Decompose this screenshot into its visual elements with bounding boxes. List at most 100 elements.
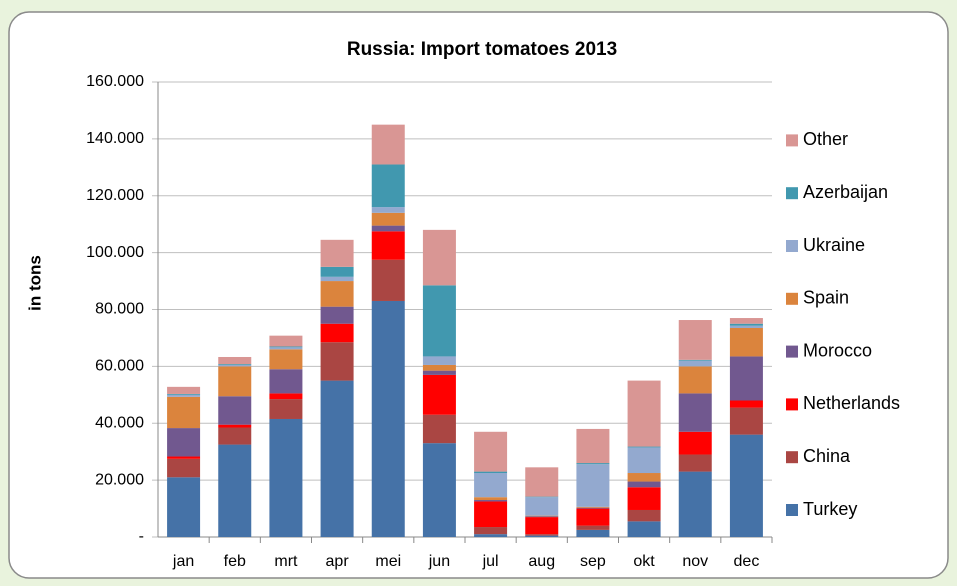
- x-tick-label: aug: [528, 553, 555, 570]
- bar-segment: [422, 356, 456, 365]
- x-tick-label: sep: [580, 553, 606, 570]
- bar-segment: [525, 534, 559, 536]
- y-tick-label: 20.000: [95, 471, 144, 488]
- bar-segment: [371, 225, 405, 232]
- bar-segment: [422, 364, 456, 371]
- bar-segment: [729, 327, 763, 357]
- bar-segment: [320, 380, 354, 537]
- legend-swatch: [786, 345, 798, 358]
- bar-segment: [167, 386, 201, 394]
- bar-segment: [729, 407, 763, 435]
- bar-segment: [422, 414, 456, 444]
- bar-segment: [371, 300, 405, 537]
- y-tick-label: 60.000: [95, 358, 144, 375]
- bar-segment: [474, 501, 508, 528]
- y-tick-label: 140.000: [86, 130, 144, 147]
- bar-segment: [474, 431, 508, 472]
- legend-label: Netherlands: [803, 393, 900, 413]
- bar-segment: [627, 487, 661, 510]
- x-tick-label: jun: [428, 553, 450, 570]
- legend-swatch: [786, 451, 798, 464]
- bar-segment: [269, 347, 303, 350]
- bar-segment: [371, 212, 405, 226]
- bar-segment: [678, 360, 712, 367]
- bar-segment: [320, 342, 354, 381]
- bar-segment: [678, 431, 712, 455]
- x-tick-label: nov: [682, 553, 708, 570]
- bar-segment: [678, 471, 712, 537]
- bar-segment: [525, 496, 559, 498]
- bar-segment: [269, 346, 303, 348]
- bar-segment: [627, 446, 661, 448]
- legend-swatch: [786, 240, 798, 252]
- bar-segment: [576, 464, 610, 507]
- bar-segment: [729, 356, 763, 401]
- bar-segment: [729, 323, 763, 326]
- legend-label: China: [803, 446, 851, 466]
- bar-segment: [218, 424, 252, 428]
- bar-segment: [627, 509, 661, 522]
- bar-segment: [627, 380, 661, 447]
- bar-segment: [320, 306, 354, 324]
- bar-segment: [678, 359, 712, 361]
- bar-segment: [729, 318, 763, 324]
- legend-label: Turkey: [803, 499, 857, 519]
- bar-segment: [269, 393, 303, 400]
- bar-segment: [167, 393, 201, 395]
- x-tick-label: jan: [172, 553, 194, 570]
- bar-segment: [729, 434, 763, 537]
- bar-segment: [422, 443, 456, 537]
- bar-segment: [474, 534, 508, 537]
- legend-swatch: [786, 398, 798, 411]
- bar-segment: [371, 124, 405, 165]
- bar-segment: [371, 259, 405, 301]
- bar-segment: [525, 535, 559, 537]
- bar-segment: [320, 239, 354, 267]
- x-tick-label: jul: [482, 553, 499, 570]
- bar-segment: [576, 463, 610, 465]
- bar-segment: [678, 454, 712, 472]
- x-tick-label: apr: [326, 553, 350, 570]
- bar-segment: [218, 364, 252, 365]
- bar-segment: [320, 276, 354, 282]
- x-tick-label: okt: [633, 553, 655, 570]
- bar-segment: [576, 508, 610, 526]
- bar-segment: [371, 231, 405, 260]
- bar-segment: [269, 399, 303, 419]
- bar-segment: [320, 323, 354, 343]
- bar-segment: [474, 497, 508, 501]
- legend-label: Morocco: [803, 340, 872, 360]
- x-tick-label: mei: [375, 553, 401, 570]
- bar-segment: [269, 335, 303, 347]
- legend-swatch: [786, 292, 798, 305]
- legend-label: Ukraine: [803, 235, 865, 255]
- bar-segment: [525, 497, 559, 516]
- y-tick-label: 160.000: [86, 73, 144, 90]
- bar-segment: [167, 428, 201, 457]
- chart-title: Russia: Import tomatoes 2013: [347, 39, 617, 60]
- y-tick-label: 80.000: [95, 301, 144, 318]
- bar-segment: [576, 529, 610, 537]
- bar-segment: [167, 458, 201, 478]
- bar-segment: [525, 517, 559, 535]
- legend-label: Azerbaijan: [803, 182, 888, 202]
- bar-segment: [422, 370, 456, 375]
- bar-segment: [627, 447, 661, 474]
- bar-segment: [576, 525, 610, 530]
- bar-segment: [269, 369, 303, 394]
- x-tick-label: feb: [224, 553, 246, 570]
- y-tick-label: -: [139, 528, 144, 545]
- bar-segment: [474, 471, 508, 474]
- bar-segment: [474, 473, 508, 498]
- bar-segment: [678, 320, 712, 360]
- bar-segment: [218, 356, 252, 365]
- bar-segment: [218, 444, 252, 537]
- legend-label: Spain: [803, 288, 849, 308]
- bar-segment: [729, 400, 763, 408]
- y-tick-label: 120.000: [86, 187, 144, 204]
- bar-segment: [678, 366, 712, 394]
- bar-segment: [525, 467, 559, 497]
- bar-segment: [627, 481, 661, 488]
